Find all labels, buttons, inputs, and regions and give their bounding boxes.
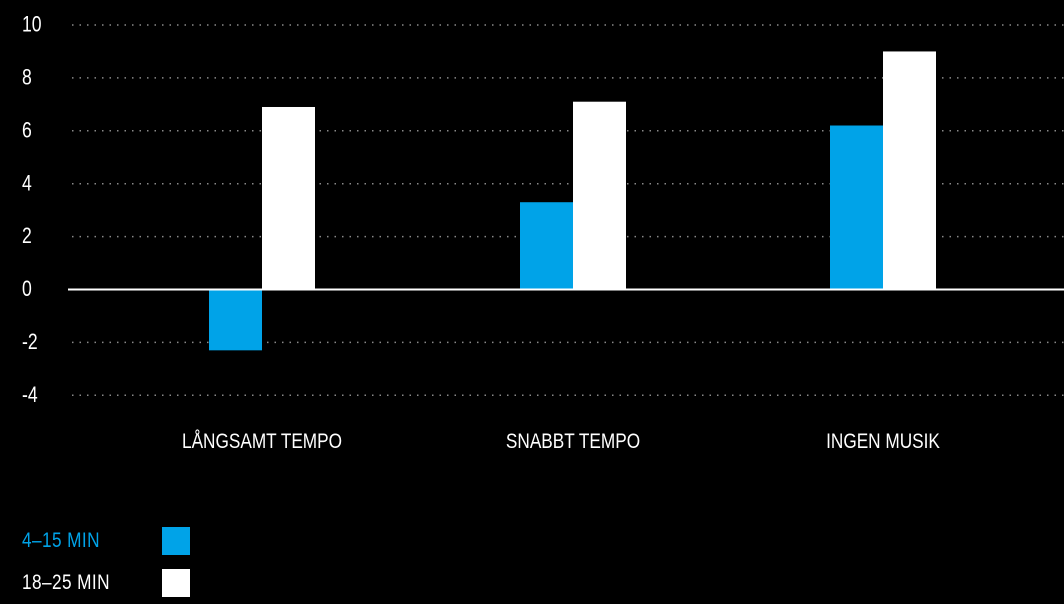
bars xyxy=(209,51,936,351)
bar-chart: 10 8 6 4 2 0 -2 -4 LÅNGSAMT TEMPO SNABBT TEMPO IN… xyxy=(22,13,1064,454)
bar-series-1-2 xyxy=(520,202,573,290)
legend-swatch-series-1 xyxy=(162,527,190,555)
y-tick-label: 0 xyxy=(22,277,32,301)
y-tick-label: 2 xyxy=(22,224,32,248)
y-tick-label: 8 xyxy=(22,66,32,90)
category-label-3: INGEN MUSIK xyxy=(826,431,940,454)
bar-series-1-3 xyxy=(830,125,883,290)
bar-series-2-1 xyxy=(262,106,315,290)
legend-swatch-series-2 xyxy=(162,569,190,597)
bar-series-2-2 xyxy=(573,101,626,290)
bar-series-2-3 xyxy=(883,51,936,290)
category-label-1: LÅNGSAMT TEMPO xyxy=(182,431,342,454)
legend-item-series-1: 4–15 MIN xyxy=(22,520,190,562)
y-tick-label: 4 xyxy=(22,172,32,196)
bar-series-1-1 xyxy=(209,289,262,351)
category-label-2: SNABBT TEMPO xyxy=(506,431,640,454)
x-axis-category-labels: LÅNGSAMT TEMPO SNABBT TEMPO INGEN MUSIK xyxy=(182,431,940,454)
y-tick-label: -2 xyxy=(22,330,38,354)
y-tick-label: 6 xyxy=(22,119,32,143)
y-tick-label: 10 xyxy=(22,13,42,37)
legend-label-series-2: 18–25 MIN xyxy=(22,571,110,594)
legend: 4–15 MIN 18–25 MIN xyxy=(22,520,190,604)
legend-label-series-1: 4–15 MIN xyxy=(22,529,100,552)
y-axis-tick-labels: 10 8 6 4 2 0 -2 -4 xyxy=(22,13,42,408)
legend-item-series-2: 18–25 MIN xyxy=(22,562,190,604)
y-tick-label: -4 xyxy=(22,383,38,407)
